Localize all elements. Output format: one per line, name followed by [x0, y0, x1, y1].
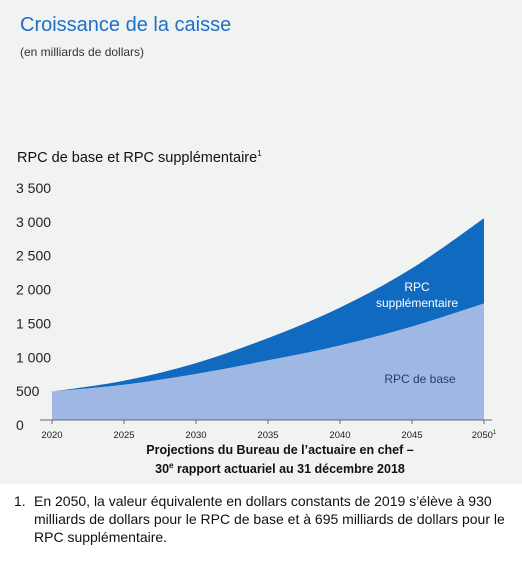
area-rpc-supplementaire [52, 218, 484, 392]
caption-line-2: 30e rapport actuariel au 31 décembre 201… [100, 458, 460, 477]
chart-title-note-marker: 1 [257, 149, 262, 158]
chart-title: RPC de base et RPC supplémentaire1 [17, 149, 262, 166]
x-tick-label: 2035 [257, 430, 278, 438]
y-tick-label: 3 500 [16, 180, 51, 196]
y-axis: 3 500 3 000 2 500 2 000 1 500 1 000 500 0 [16, 180, 51, 433]
chart-panel: Croissance de la caisse (en milliards de… [0, 0, 522, 484]
chart-title-text: RPC de base et RPC supplémentaire [17, 149, 258, 166]
chart-areas [52, 218, 484, 420]
footnote-number: 1. [14, 493, 26, 509]
page-title: Croissance de la caisse [20, 14, 232, 36]
area-rpc-de-base [52, 303, 484, 420]
x-tick-label: 2030 [185, 430, 206, 438]
y-tick-label: 500 [16, 383, 40, 399]
y-tick-label: 1 000 [16, 349, 51, 365]
series-label-rpc-supplementaire-line-1: RPC [404, 280, 430, 294]
y-tick-label: 2 500 [16, 248, 51, 264]
series-label-rpc-de-base: RPC de base [384, 372, 456, 386]
caption-line-2-sup: e [169, 461, 174, 470]
y-tick-label: 2 000 [16, 282, 51, 298]
series-label-rpc-supplementaire-line-2: supplémentaire [376, 296, 458, 310]
x-tick-label: 2025 [113, 430, 134, 438]
chart-caption: Projections du Bureau de l’actuaire en c… [100, 442, 460, 477]
x-axis: 2020 2025 2030 2035 2040 2045 20501 [40, 419, 497, 438]
y-tick-label: 3 000 [16, 214, 51, 230]
footnote: 1. En 2050, la valeur équivalente en dol… [14, 492, 514, 546]
y-tick-label: 0 [16, 417, 24, 433]
x-tick-label: 2040 [329, 430, 350, 438]
footnote-text: En 2050, la valeur équivalente en dollar… [34, 493, 505, 545]
caption-line-2-prefix: 30 [155, 462, 170, 477]
page-subtitle: (en milliards de dollars) [20, 45, 145, 59]
x-tick-label: 20501 [472, 430, 497, 438]
caption-line-2-suffix: rapport actuariel au 31 décembre 2018 [173, 462, 405, 477]
x-tick-note-marker: 1 [493, 430, 497, 436]
series-labels: RPC de base RPC supplémentaire [376, 280, 458, 386]
x-tick-label: 2045 [401, 430, 422, 438]
y-tick-label: 1 500 [16, 315, 51, 331]
x-tick-label: 2020 [41, 430, 62, 438]
caption-line-1: Projections du Bureau de l’actuaire en c… [146, 443, 414, 457]
